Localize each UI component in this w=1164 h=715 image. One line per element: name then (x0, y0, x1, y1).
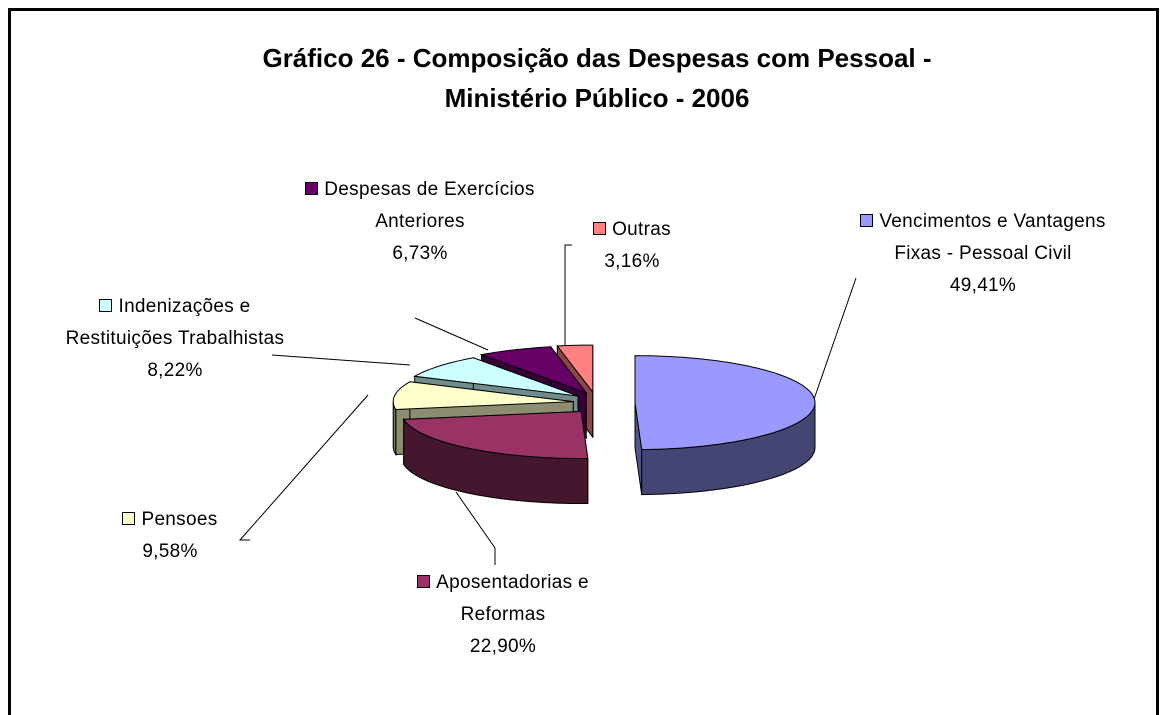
slice-label: Vencimentos e Vantagens Fixas - Pessoal … (858, 206, 1108, 302)
value-label: 9,58% (142, 541, 198, 562)
legend-swatch (417, 575, 431, 588)
slice-label: Aposentadorias e Reformas 22,90% (378, 567, 628, 663)
leader-line (811, 277, 857, 406)
value-label: 6,73% (392, 243, 448, 264)
slice-label: Despesas de Exercícios Anteriores 6,73% (300, 174, 540, 270)
slice-label: Pensoes 9,58% (100, 504, 240, 568)
chart-title: Gráfico 26 - Composição das Despesas com… (262, 43, 932, 113)
value-label: 22,90% (469, 636, 537, 657)
leader-lines (238, 244, 857, 565)
category-label: Outras (612, 219, 671, 240)
legend-swatch (593, 222, 607, 235)
category-label: Pensoes (141, 509, 218, 530)
slice-label: Outras 3,16% (572, 214, 692, 278)
leader-line (414, 317, 489, 351)
slice (402, 410, 589, 459)
category-label: Indenizações e Restituições Trabalhistas (65, 296, 285, 349)
legend-swatch (122, 512, 136, 525)
leader-line (238, 394, 369, 541)
leader-line (564, 244, 572, 345)
frame (8, 8, 1159, 715)
slice (634, 355, 816, 451)
slice (392, 381, 574, 411)
pie (392, 344, 816, 504)
leader-line (455, 491, 496, 565)
legend-swatch (305, 182, 319, 195)
category-label: Aposentadorias e Reformas (436, 572, 589, 625)
legend-swatch (860, 214, 874, 227)
value-label: 49,41% (949, 275, 1017, 296)
slice (479, 346, 588, 394)
category-label: Despesas de Exercícios Anteriores (324, 179, 535, 232)
slice-label: Indenizações e Restituições Trabalhistas… (50, 291, 300, 387)
leader-line (271, 354, 411, 366)
value-label: 8,22% (147, 360, 203, 381)
legend-swatch (99, 299, 113, 312)
slice (413, 357, 579, 397)
value-label: 3,16% (604, 251, 660, 272)
category-label: Vencimentos e Vantagens Fixas - Pessoal … (879, 211, 1106, 264)
slice (556, 344, 594, 394)
